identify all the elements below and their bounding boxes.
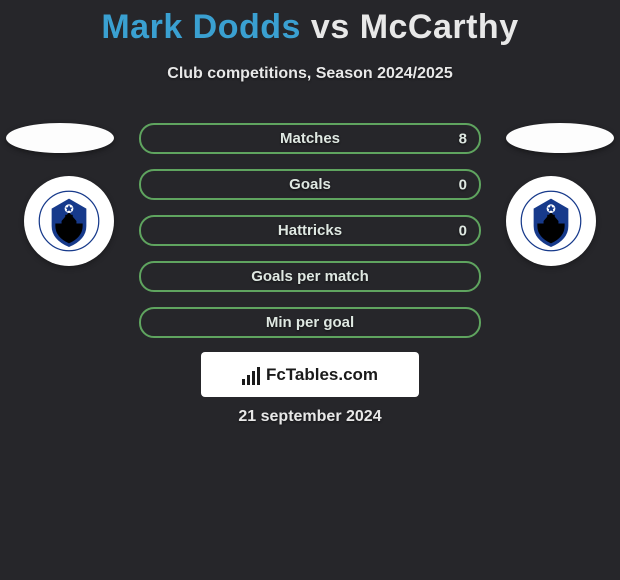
bars-icon [242, 365, 260, 385]
stat-label: Matches [280, 130, 340, 147]
stat-value-player2: 8 [459, 130, 467, 147]
player1-club-badge [24, 176, 114, 266]
stat-row-goals-per-match: Goals per match [139, 261, 481, 292]
vs-label: vs [311, 8, 350, 46]
stat-label: Hattricks [278, 222, 342, 239]
season-subtitle: Club competitions, Season 2024/2025 [0, 65, 620, 83]
stat-value-player2: 0 [459, 176, 467, 193]
stat-label: Goals [289, 176, 331, 193]
club-crest-icon [38, 190, 100, 252]
update-date: 21 september 2024 [0, 408, 620, 426]
watermark-text: FcTables.com [266, 365, 378, 385]
stats-container: Matches 8 Goals 0 Hattricks 0 Goals per … [139, 123, 481, 353]
stat-row-hattricks: Hattricks 0 [139, 215, 481, 246]
comparison-title: Mark Dodds vs McCarthy [0, 0, 620, 47]
stat-label: Goals per match [251, 268, 369, 285]
stat-label: Min per goal [266, 314, 354, 331]
player2-name: McCarthy [360, 8, 519, 46]
stat-row-min-per-goal: Min per goal [139, 307, 481, 338]
player1-platform [6, 123, 114, 153]
player2-club-badge [506, 176, 596, 266]
stat-row-goals: Goals 0 [139, 169, 481, 200]
player1-name: Mark Dodds [101, 8, 301, 46]
player2-platform [506, 123, 614, 153]
stat-value-player2: 0 [459, 222, 467, 239]
stat-row-matches: Matches 8 [139, 123, 481, 154]
club-crest-icon [520, 190, 582, 252]
source-watermark: FcTables.com [201, 352, 419, 397]
